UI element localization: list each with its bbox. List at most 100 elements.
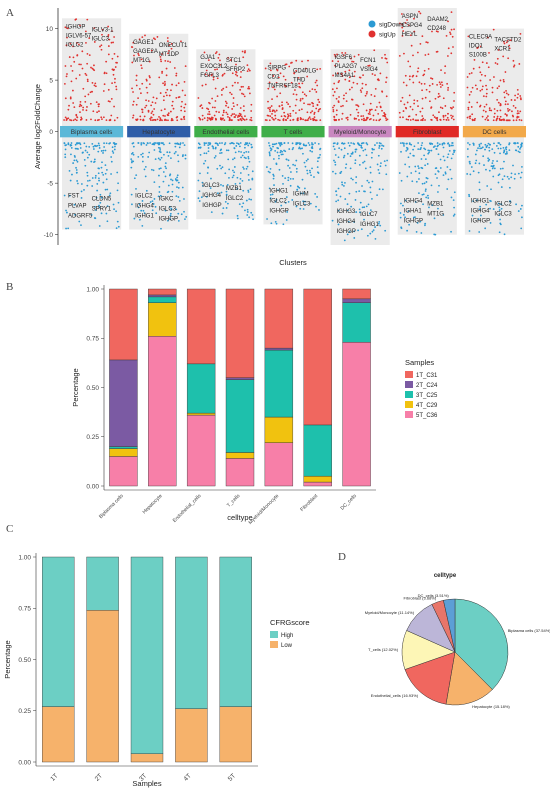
sigdown-point <box>404 163 407 166</box>
sigdown-point <box>361 206 364 209</box>
sigup-point <box>175 74 178 77</box>
sigup-point <box>199 117 201 120</box>
gene-label: IGHG4 <box>404 199 423 205</box>
sigup-point <box>481 85 484 88</box>
sigdown-point <box>378 145 381 148</box>
sigdown-point <box>422 193 425 196</box>
sigdown-point <box>63 194 66 197</box>
sigdown-point <box>73 203 76 206</box>
sigdown-point <box>439 158 442 161</box>
sigup-point <box>374 74 376 77</box>
sigdown-point <box>251 146 253 149</box>
sigdown-point <box>317 172 320 174</box>
sigdown-point <box>453 191 456 194</box>
sigdown-point <box>428 206 430 209</box>
sigdown-point <box>433 217 436 220</box>
gene-label: GAGE2A <box>133 49 158 55</box>
sigup-point <box>242 118 245 121</box>
sigup-point <box>319 67 322 70</box>
sigup-point <box>284 78 287 81</box>
sigup-point <box>283 114 286 117</box>
gene-label: IGLC3 <box>92 36 110 42</box>
sigdown-point <box>474 153 477 156</box>
bar-segment <box>264 288 294 349</box>
sigup-point <box>267 107 270 109</box>
sigdown-point <box>367 203 370 206</box>
sigup-point <box>470 106 473 108</box>
sigup-point <box>375 119 378 122</box>
sigup-point <box>162 82 164 85</box>
sigdown-point <box>272 173 275 176</box>
sigup-point <box>225 102 228 105</box>
sigdown-point <box>311 143 314 146</box>
sigup-point <box>468 93 471 96</box>
sigdown-point <box>197 179 200 182</box>
sigdown-point <box>95 209 97 212</box>
sigdown-point <box>227 149 230 152</box>
sigup-point <box>293 72 296 75</box>
sigdown-point <box>64 153 67 156</box>
sigup-point <box>503 91 506 94</box>
sigdown-point <box>237 142 240 145</box>
sigup-point <box>470 72 473 74</box>
sigup-point <box>70 119 73 122</box>
sigup-point <box>214 52 217 55</box>
sigdown-point <box>514 173 517 176</box>
sigdown-point <box>133 177 136 180</box>
sigup-point <box>63 82 66 85</box>
y-axis-title: Percentage <box>3 640 12 678</box>
sigup-point <box>411 75 414 78</box>
sigdown-point <box>174 145 177 148</box>
sigup-point <box>431 77 434 80</box>
sigup-point <box>506 107 509 110</box>
sigup-point <box>361 87 364 90</box>
sigup-point <box>66 73 68 75</box>
sigdown-point <box>102 181 105 184</box>
sigdown-point <box>78 220 81 223</box>
sigdown-point <box>402 142 405 145</box>
gene-label: IGHG4 <box>471 209 490 215</box>
sigdown-point <box>158 186 161 188</box>
sigdown-point <box>438 143 441 146</box>
gene-label: IGLC3 <box>293 201 311 207</box>
sigdown-point <box>427 197 430 199</box>
sigdown-point <box>424 224 426 227</box>
sigup-point <box>282 118 285 120</box>
sigup-point <box>403 52 405 55</box>
sigdown-point <box>355 190 358 193</box>
sigup-point <box>351 86 353 89</box>
sigdown-point <box>159 148 162 151</box>
sigdown-point <box>346 209 349 212</box>
sigdown-point <box>364 148 367 151</box>
sigup-point <box>222 87 225 90</box>
sigup-point <box>499 79 502 82</box>
sigup-point <box>447 119 450 121</box>
sigdown-point <box>450 157 453 160</box>
sigup-point <box>517 112 520 115</box>
sigdown-point <box>404 199 407 202</box>
sigup-point <box>365 92 368 95</box>
sigdown-point <box>415 180 418 183</box>
sigdown-point <box>370 156 373 159</box>
sigup-point <box>95 101 98 103</box>
sigdown-point <box>363 206 366 209</box>
sigup-point <box>316 84 319 87</box>
sigup-point <box>340 105 342 108</box>
sigdown-point <box>249 188 252 191</box>
sigup-point <box>180 118 183 120</box>
sigup-point <box>482 95 485 98</box>
sigup-point <box>241 92 243 95</box>
sigdown-point <box>384 164 387 167</box>
sigdown-point <box>344 166 347 169</box>
sigdown-point <box>116 171 119 174</box>
sigup-point <box>485 116 488 119</box>
sigdown-point <box>268 152 271 155</box>
sigdown-point <box>335 200 338 203</box>
sigdown-point <box>68 169 71 172</box>
sigup-point <box>135 79 138 82</box>
sigdown-point <box>175 208 178 211</box>
sigup-point <box>181 89 184 92</box>
sigup-point <box>93 41 96 43</box>
sigup-point <box>485 103 488 106</box>
sigdown-point <box>451 142 454 144</box>
